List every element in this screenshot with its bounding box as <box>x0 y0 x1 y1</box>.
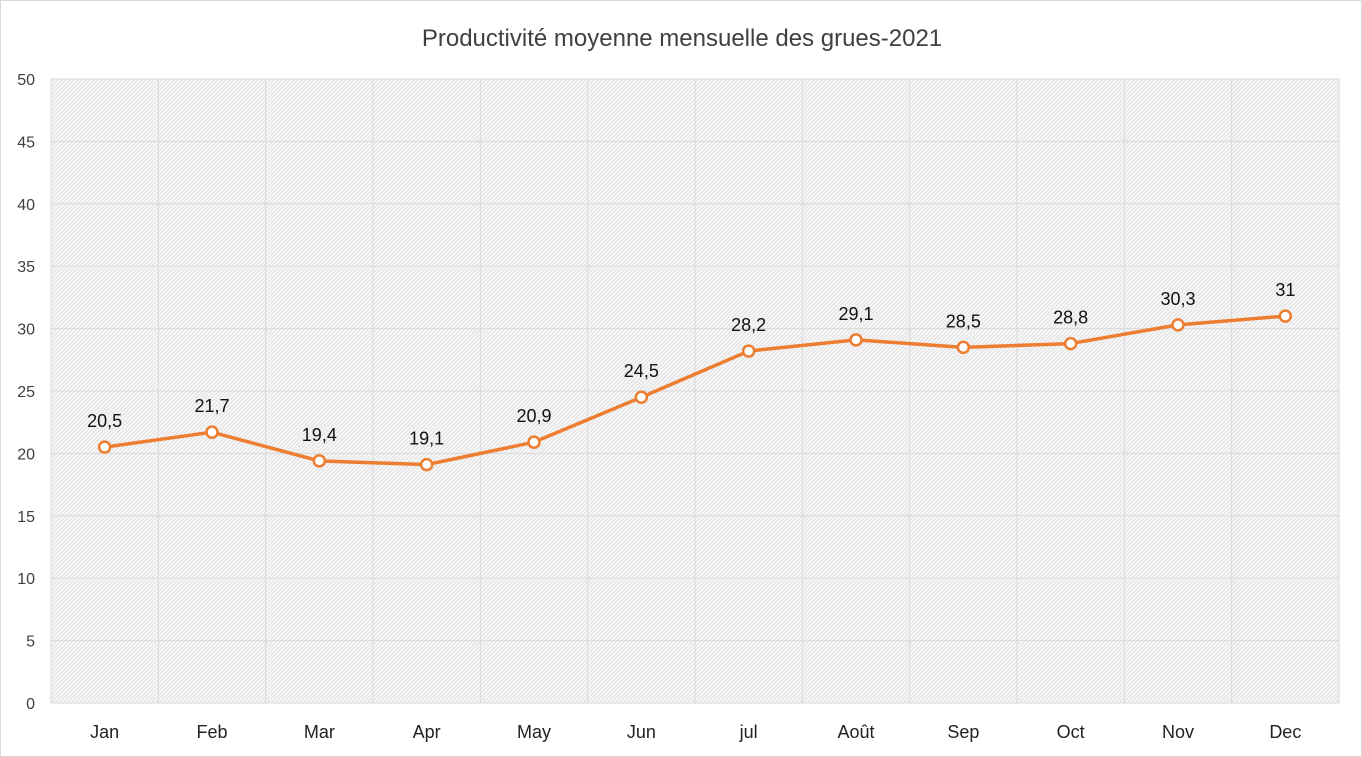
x-tick-label: Sep <box>947 722 979 742</box>
data-point-marker <box>527 435 541 449</box>
x-axis-ticks: Jan Feb Mar Apr May Jun jul Août Sep Oct Nov Dec <box>90 722 1301 742</box>
data-label: 21,7 <box>194 396 229 416</box>
data-point-marker <box>1171 318 1185 332</box>
gridlines <box>50 78 1340 704</box>
x-tick-label: Dec <box>1269 722 1301 742</box>
data-label: 29,1 <box>838 304 873 324</box>
y-tick-label: 40 <box>17 197 35 214</box>
data-point-marker <box>205 425 219 439</box>
chart-title: Productivité moyenne mensuelle des grues… <box>422 25 942 52</box>
series-line <box>102 314 1288 467</box>
data-label: 24,5 <box>624 361 659 381</box>
data-point-marker <box>97 440 112 454</box>
data-label: 20,5 <box>87 411 122 431</box>
data-point-marker <box>741 344 756 358</box>
data-label: 30,3 <box>1160 289 1195 309</box>
data-point-marker <box>849 333 863 347</box>
y-tick-label: 10 <box>17 571 35 588</box>
data-label: 31 <box>1275 280 1295 300</box>
data-label: 28,5 <box>946 311 981 331</box>
data-point-marker <box>634 390 649 404</box>
y-tick-label: 0 <box>26 696 35 713</box>
x-tick-label: Nov <box>1162 722 1194 742</box>
x-tick-label: Jan <box>90 722 119 742</box>
x-tick-label: Oct <box>1057 722 1085 742</box>
y-tick-label: 35 <box>17 259 35 276</box>
x-tick-label: Apr <box>413 722 441 742</box>
data-label: 19,4 <box>302 425 337 445</box>
y-tick-label: 45 <box>17 134 35 151</box>
data-point-marker <box>1278 309 1293 323</box>
y-axis-ticks: 0 5 10 15 20 25 30 35 40 45 50 <box>17 72 35 713</box>
data-label: 28,2 <box>731 315 766 335</box>
y-tick-label: 25 <box>17 384 35 401</box>
data-label: 28,8 <box>1053 308 1088 328</box>
x-tick-label: Août <box>837 722 874 742</box>
x-tick-label: Mar <box>304 722 335 742</box>
y-tick-label: 20 <box>17 446 35 463</box>
y-tick-label: 5 <box>26 634 35 651</box>
data-point-marker <box>956 340 971 355</box>
y-tick-label: 30 <box>17 322 35 339</box>
x-tick-label: jul <box>739 722 758 742</box>
data-labels: 20,5 21,7 19,4 19,1 20,9 24,5 28,2 29,1 28,5 28,8… <box>87 280 1295 449</box>
data-point-marker <box>312 454 327 468</box>
series-line-group <box>97 309 1293 472</box>
data-label: 19,1 <box>409 429 444 449</box>
data-label: 20,9 <box>516 406 551 426</box>
y-tick-label: 50 <box>17 72 35 89</box>
x-tick-label: Feb <box>196 722 227 742</box>
data-point-marker <box>1063 336 1078 351</box>
y-tick-label: 15 <box>17 509 35 526</box>
data-point-marker <box>419 457 434 472</box>
x-tick-label: May <box>517 722 551 742</box>
x-tick-label: Jun <box>627 722 656 742</box>
